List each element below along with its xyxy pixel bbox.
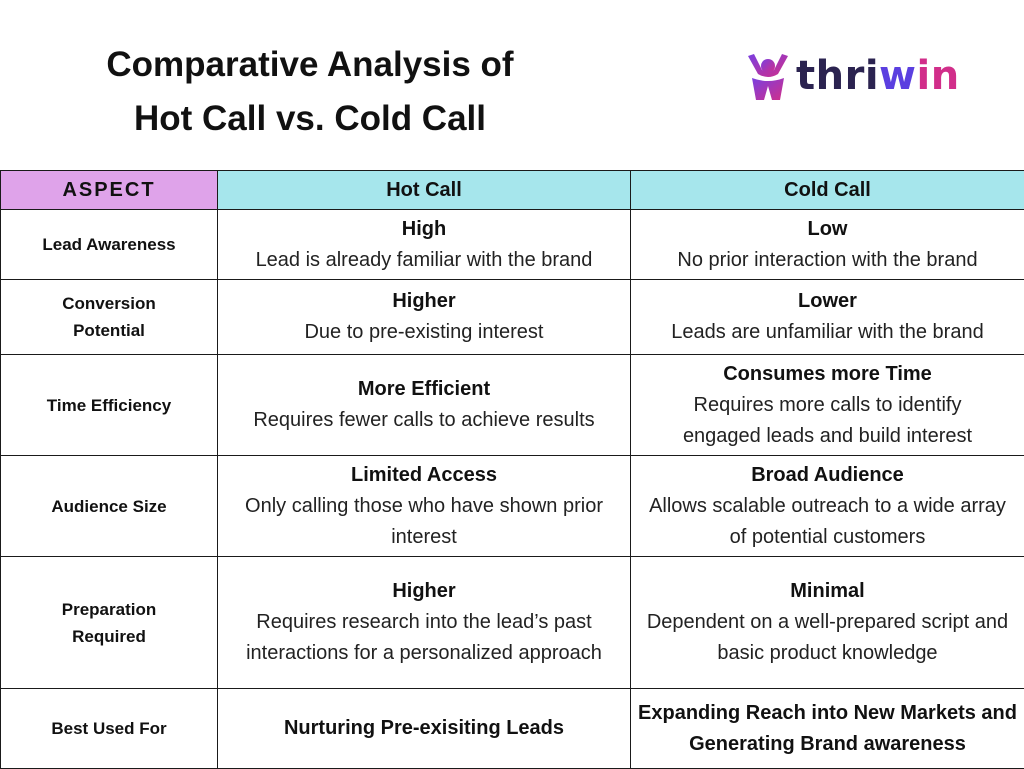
cold-cell: Consumes more Time Requires more calls t… [631, 355, 1024, 456]
cold-title: Broad Audience [645, 460, 1010, 491]
hot-cell: More Efficient Requires fewer calls to a… [218, 355, 631, 456]
hot-cell: High Lead is already familiar with the b… [218, 210, 631, 280]
hot-desc: Lead is already familiar with the brand [222, 245, 626, 276]
hot-cell: Limited Access Only calling those who ha… [218, 456, 631, 557]
cold-cell: Expanding Reach into New Markets and Gen… [631, 689, 1024, 769]
cold-cell: Low No prior interaction with the brand [631, 210, 1024, 280]
cold-desc: Allows scalable outreach to a wide array… [645, 491, 1010, 553]
aspect-cell: Conversion Potential [1, 280, 218, 355]
hot-title: Higher [222, 286, 626, 317]
person-arms-up-icon [744, 50, 792, 102]
hot-title: More Efficient [222, 374, 626, 405]
hot-title: High [222, 214, 626, 245]
header-cold-call: Cold Call [631, 171, 1024, 210]
header-hot-call: Hot Call [218, 171, 631, 210]
table-row: Best Used For Nurturing Pre-exisiting Le… [1, 689, 1024, 769]
table-row: Conversion Potential Higher Due to pre-e… [1, 280, 1024, 355]
cold-desc: Leads are unfamiliar with the brand [635, 317, 1020, 348]
cold-title: Minimal [635, 576, 1020, 607]
table-row: Audience Size Limited Access Only callin… [1, 456, 1024, 557]
cold-desc: Requires more calls to identify engaged … [655, 390, 1000, 452]
aspect-cell: Time Efficiency [1, 355, 218, 456]
cold-title: Consumes more Time [655, 359, 1000, 390]
cold-title: Lower [635, 286, 1020, 317]
logo-wordmark: thriwin [796, 53, 960, 99]
hot-cell: Higher Due to pre-existing interest [218, 280, 631, 355]
hot-desc: Only calling those who have shown prior … [238, 491, 610, 553]
title-line-1: Comparative Analysis of [40, 38, 580, 92]
table-row: Time Efficiency More Efficient Requires … [1, 355, 1024, 456]
page-title: Comparative Analysis of Hot Call vs. Col… [40, 38, 580, 146]
aspect-cell: Preparation Required [1, 557, 218, 689]
aspect-cell: Audience Size [1, 456, 218, 557]
hot-desc: Requires fewer calls to achieve results [222, 405, 626, 436]
brand-logo: thriwin [744, 50, 960, 102]
table-header-row: ASPECT Hot Call Cold Call [1, 171, 1024, 210]
header-aspect: ASPECT [1, 171, 218, 210]
cold-cell: Broad Audience Allows scalable outreach … [631, 456, 1024, 557]
title-line-2: Hot Call vs. Cold Call [40, 92, 580, 146]
cold-cell: Minimal Dependent on a well-prepared scr… [631, 557, 1024, 689]
hot-cell: Nurturing Pre-exisiting Leads [218, 689, 631, 769]
cold-desc: No prior interaction with the brand [635, 245, 1020, 276]
table-row: Lead Awareness High Lead is already fami… [1, 210, 1024, 280]
cold-title: Low [635, 214, 1020, 245]
cold-text: Expanding Reach into New Markets and Gen… [635, 698, 1020, 760]
hot-title: Limited Access [238, 460, 610, 491]
comparison-table: ASPECT Hot Call Cold Call Lead Awareness… [0, 170, 1024, 769]
hot-desc: Due to pre-existing interest [222, 317, 626, 348]
hot-title: Higher [222, 576, 626, 607]
table-row: Preparation Required Higher Requires res… [1, 557, 1024, 689]
hot-desc: Requires research into the lead’s past i… [222, 607, 626, 669]
hot-cell: Higher Requires research into the lead’s… [218, 557, 631, 689]
cold-cell: Lower Leads are unfamiliar with the bran… [631, 280, 1024, 355]
hot-text: Nurturing Pre-exisiting Leads [222, 713, 626, 744]
aspect-cell: Best Used For [1, 689, 218, 769]
cold-desc: Dependent on a well-prepared script and … [635, 607, 1020, 669]
aspect-cell: Lead Awareness [1, 210, 218, 280]
